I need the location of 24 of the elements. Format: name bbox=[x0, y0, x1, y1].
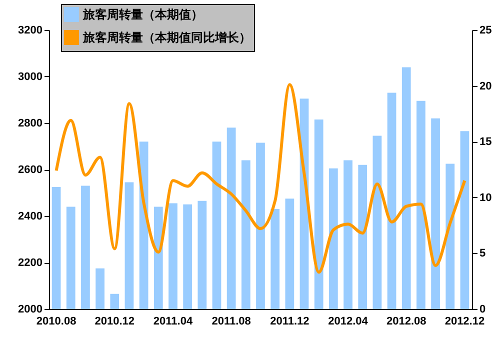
x-tick-label: 2011.08 bbox=[212, 316, 251, 328]
legend-label: 旅客周转量（本期值同比增长） bbox=[82, 30, 251, 44]
x-tick-label: 2010.08 bbox=[36, 316, 76, 328]
y-tick-label: 2200 bbox=[18, 257, 42, 269]
x-tick-label: 2012.08 bbox=[386, 316, 426, 328]
x-tick-label: 2011.04 bbox=[153, 316, 194, 328]
y-tick-label: 3200 bbox=[18, 24, 42, 36]
x-tick-label: 2011.12 bbox=[270, 316, 310, 328]
y2-tick-label: 0 bbox=[480, 304, 486, 316]
legend-label: 旅客周转量（本期值） bbox=[82, 8, 203, 22]
y-tick-label: 2400 bbox=[18, 210, 42, 222]
x-tick-label: 2010.12 bbox=[94, 316, 135, 328]
x-tick-label: 2012.04 bbox=[328, 316, 369, 328]
y2-tick-label: 5 bbox=[480, 248, 486, 260]
y-tick-label: 2600 bbox=[18, 164, 42, 176]
y2-tick-label: 25 bbox=[480, 24, 492, 36]
y-tick-label: 2000 bbox=[18, 304, 42, 316]
y2-tick-label: 10 bbox=[480, 192, 492, 204]
y2-tick-label: 20 bbox=[480, 80, 492, 92]
line-series bbox=[54, 83, 466, 274]
y-tick-label: 3000 bbox=[18, 71, 42, 83]
x-tick-label: 2012.12 bbox=[444, 316, 485, 328]
y-tick-label: 2800 bbox=[18, 118, 42, 130]
y2-tick-label: 15 bbox=[480, 136, 492, 148]
